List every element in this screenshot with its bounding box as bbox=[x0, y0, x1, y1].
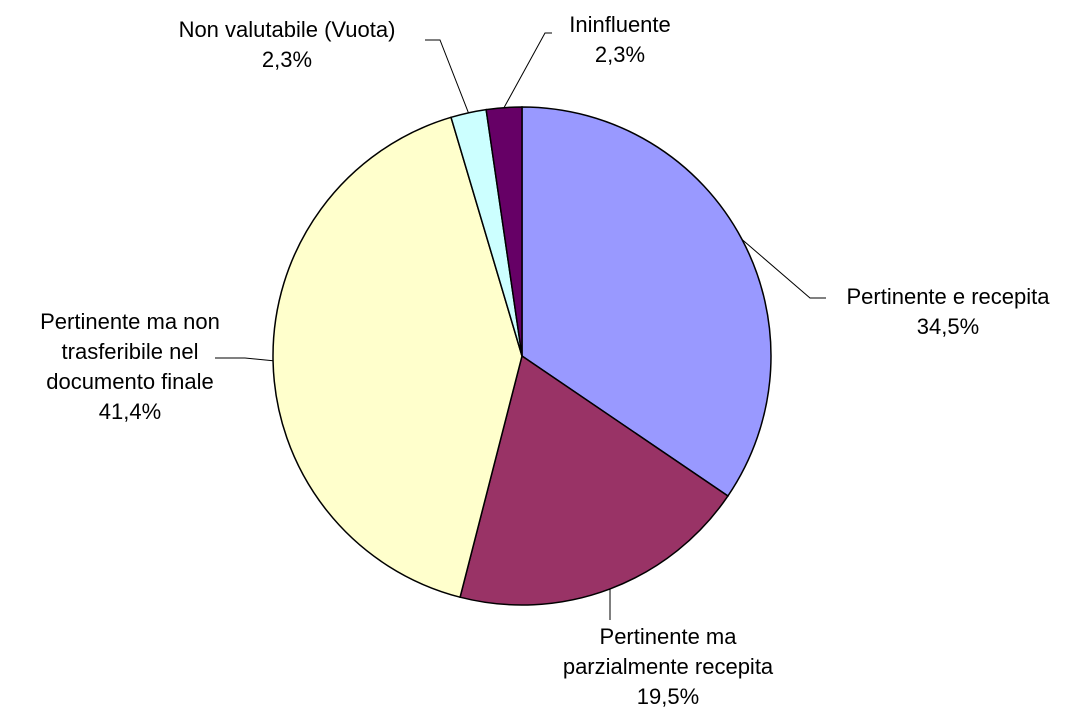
leader-line bbox=[215, 357, 274, 362]
value-label: 2,3% bbox=[261, 47, 313, 72]
category-label: Ininfluente bbox=[569, 12, 671, 37]
category-label: Pertinente ma parzialmente recepita bbox=[562, 624, 774, 679]
slice-label: Pertinente e recepita 34,5% bbox=[808, 282, 1079, 342]
category-label: Pertinente e recepita bbox=[846, 284, 1050, 309]
pie-slice bbox=[485, 106, 523, 357]
slice-label: Ininfluente 2,3% bbox=[540, 10, 700, 70]
value-label: 2,3% bbox=[594, 42, 646, 67]
value-label: 19,5% bbox=[636, 684, 700, 709]
pie-slice bbox=[272, 116, 523, 599]
leader-line bbox=[503, 32, 552, 108]
slice-label: Pertinente ma non trasferibile nel docum… bbox=[15, 307, 245, 427]
value-label: 41,4% bbox=[98, 399, 162, 424]
slice-label: Non valutabile (Vuota) 2,3% bbox=[137, 15, 437, 75]
value-label: 34,5% bbox=[916, 314, 980, 339]
category-label: Pertinente ma non trasferibile nel docum… bbox=[40, 309, 220, 394]
leader-line bbox=[425, 39, 469, 114]
leader-line bbox=[741, 239, 826, 299]
category-label: Non valutabile (Vuota) bbox=[178, 17, 396, 42]
slice-label: Pertinente ma parzialmente recepita 19,5% bbox=[543, 622, 793, 712]
